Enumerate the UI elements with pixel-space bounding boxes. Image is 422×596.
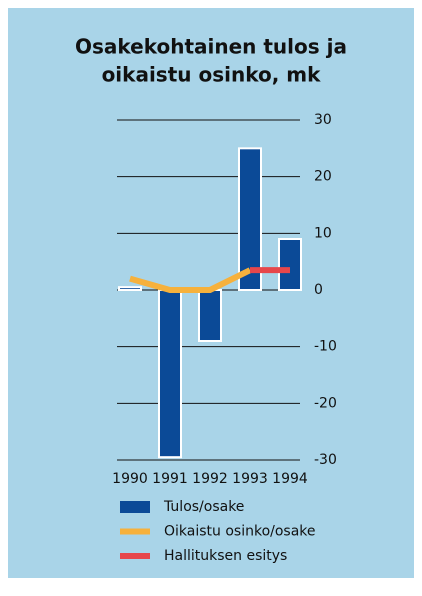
y-tick-label: -10 — [314, 339, 337, 355]
y-tick-label: 30 — [314, 112, 332, 128]
y-tick-label: -20 — [314, 395, 337, 411]
line — [129, 267, 252, 293]
x-tick-label: 1990 — [112, 471, 148, 487]
chart-title: Osakekohtainen tulos ja — [75, 35, 347, 59]
bar — [118, 286, 142, 291]
x-tick-label: 1991 — [152, 471, 188, 487]
bar — [158, 289, 182, 459]
legend-label: Hallituksen esitys — [164, 548, 287, 564]
y-tick-label: 0 — [314, 282, 323, 298]
y-tick-label: 10 — [314, 225, 332, 241]
x-tick-label: 1994 — [272, 471, 308, 487]
bar — [278, 238, 302, 291]
bar — [198, 289, 222, 342]
legend-label: Tulos/osake — [163, 499, 244, 515]
x-tick-label: 1992 — [192, 471, 228, 487]
legend-swatch — [120, 501, 150, 513]
x-tick-label: 1993 — [232, 471, 268, 487]
y-tick-label: 20 — [314, 169, 332, 185]
legend-label: Oikaistu osinko/osake — [164, 524, 316, 540]
y-tick-label: -30 — [314, 452, 337, 468]
bar — [238, 147, 262, 291]
chart-title: oikaistu osinko, mk — [102, 63, 322, 87]
